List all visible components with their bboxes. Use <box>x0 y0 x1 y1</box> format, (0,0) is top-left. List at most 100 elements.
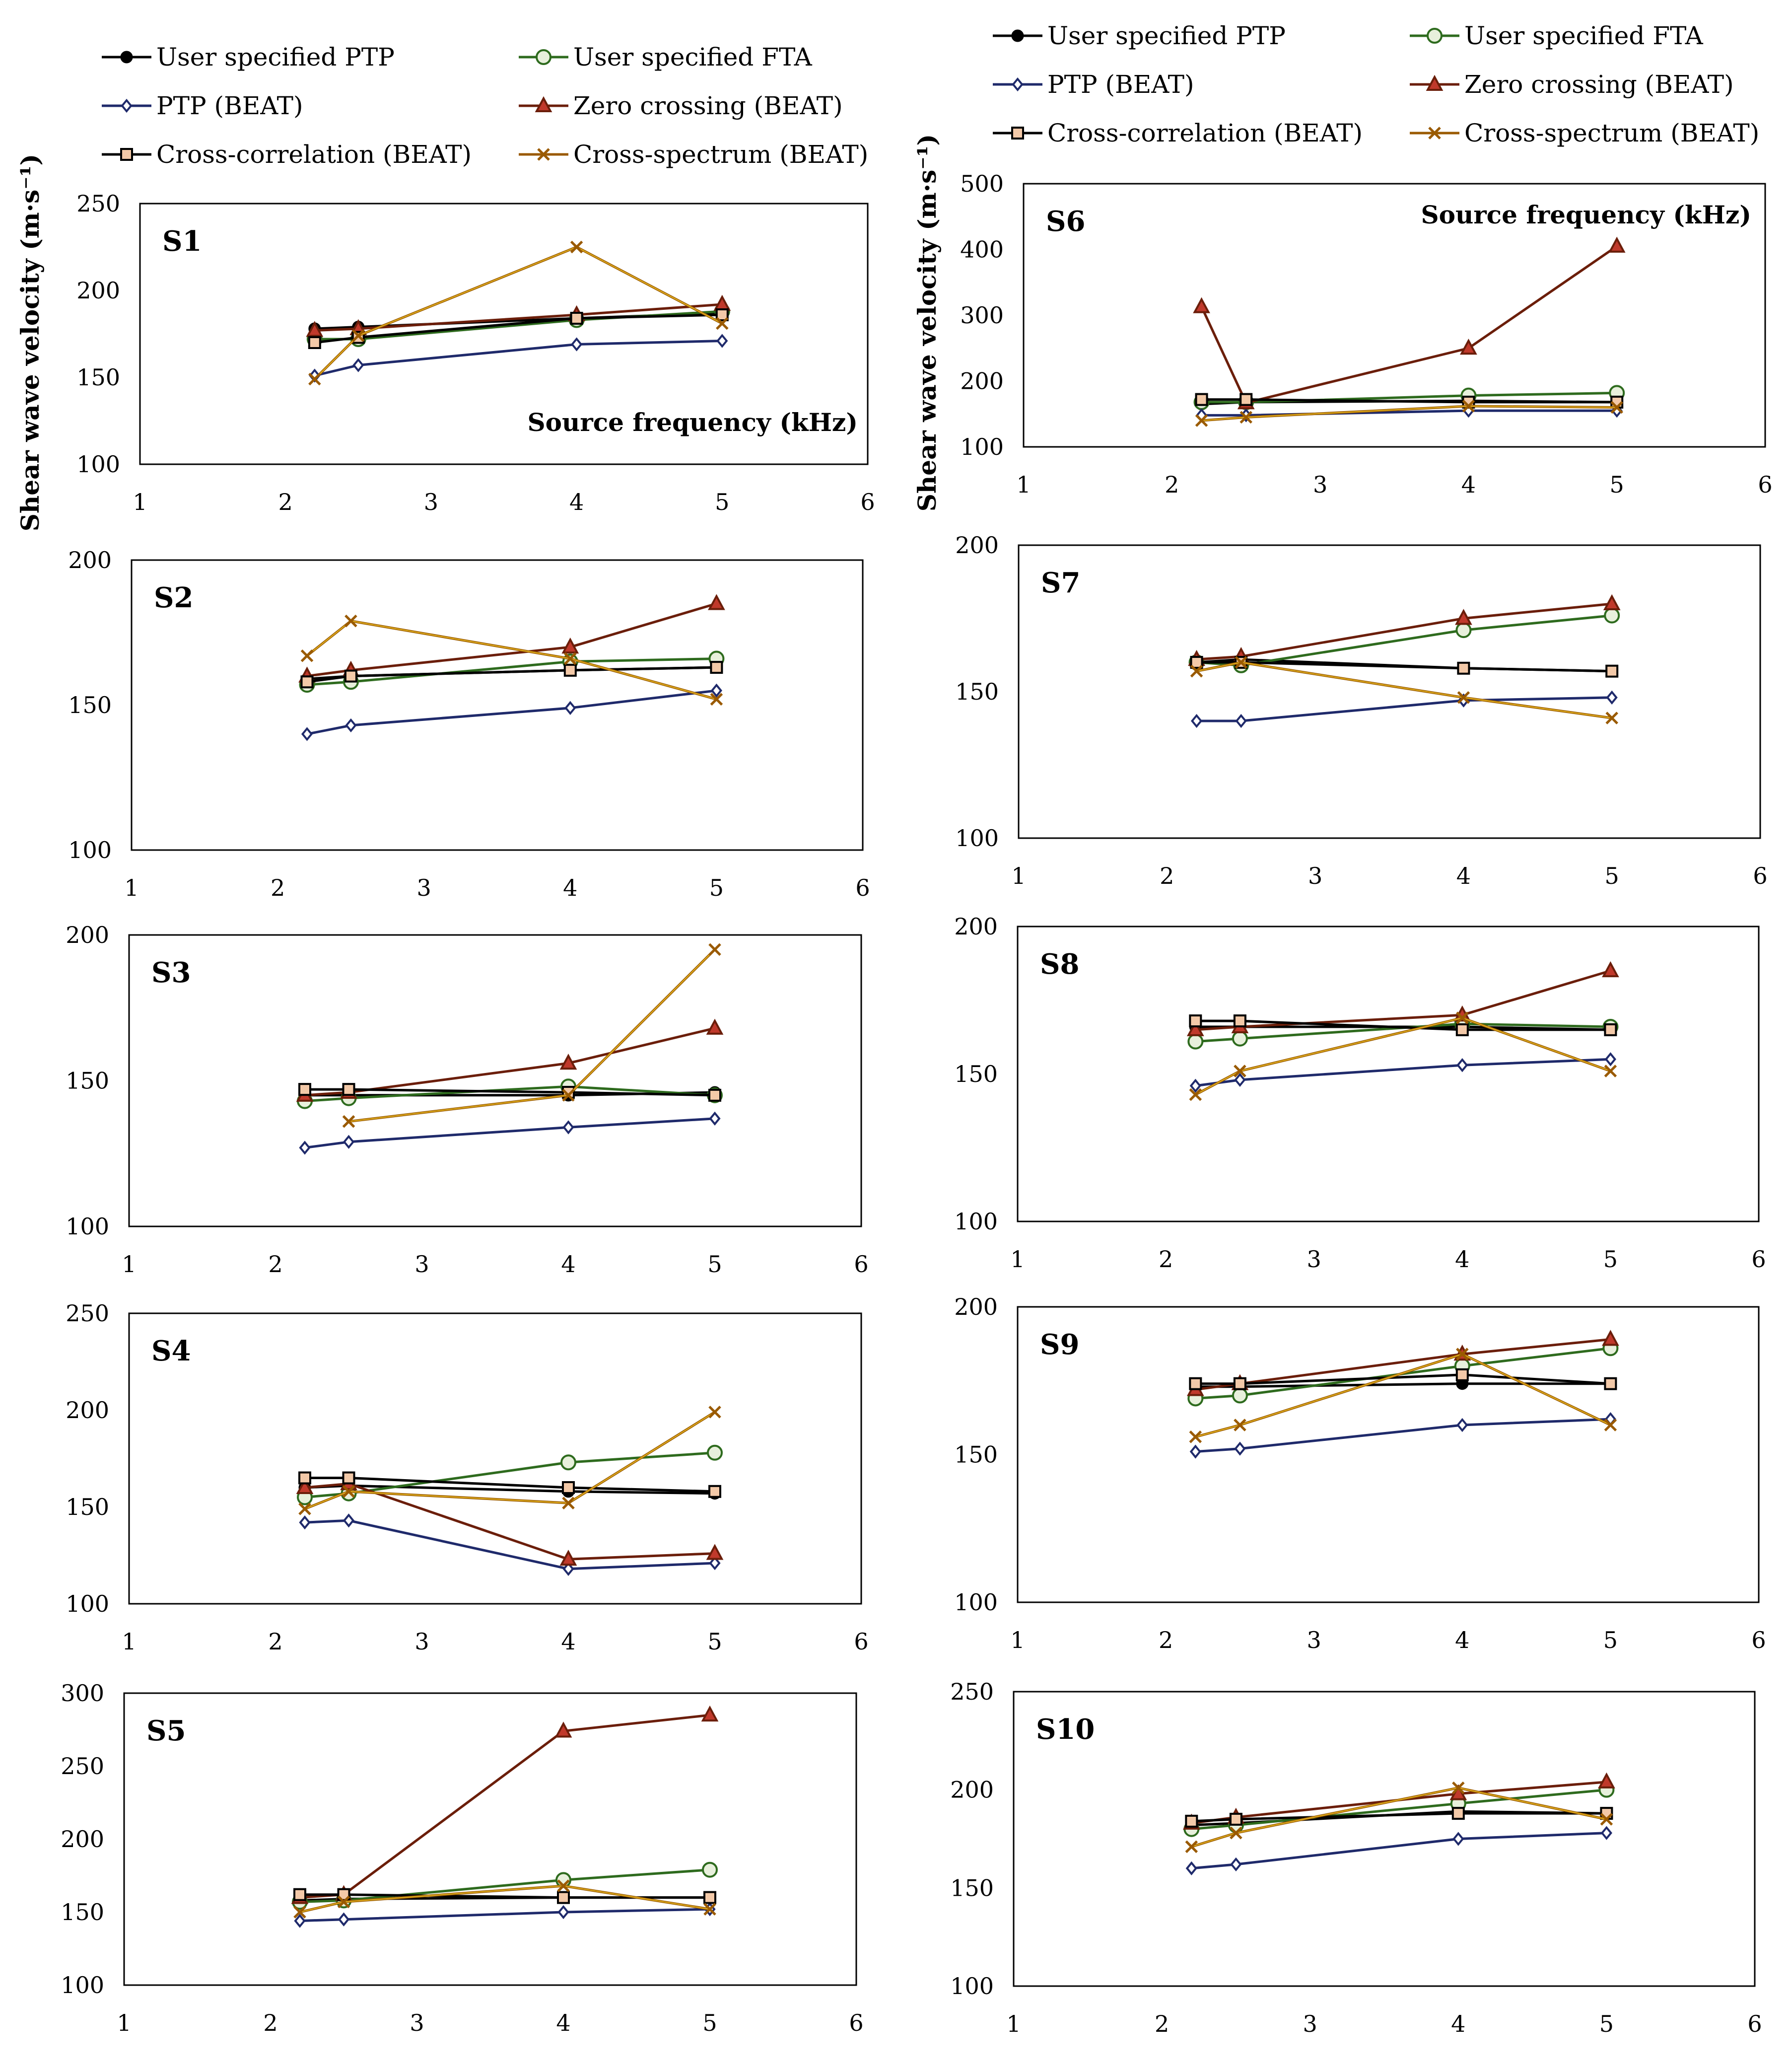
series-line-fta <box>299 1868 710 1903</box>
x-tick-label: 1 <box>124 874 138 901</box>
data-point <box>1457 691 1470 704</box>
data-point <box>708 1406 721 1419</box>
series-line-cc <box>1191 1812 1607 1823</box>
series-line-zc <box>1195 1338 1611 1391</box>
data-point <box>1456 1011 1469 1024</box>
series-line-fta <box>307 657 717 686</box>
series-line-ptpb <box>307 689 717 735</box>
series-line-cc <box>305 1088 715 1097</box>
legend-label: User specified FTA <box>573 43 813 71</box>
legend-marker-ptp <box>1011 29 1024 42</box>
y-tick-label: 250 <box>61 1753 104 1780</box>
x-tick-label: 4 <box>561 1251 575 1278</box>
data-point <box>1232 1387 1248 1404</box>
data-point <box>1610 401 1623 414</box>
series-ptpb <box>294 1902 716 1928</box>
series-cs <box>1195 400 1623 427</box>
data-point <box>708 594 725 610</box>
series-zc <box>1186 961 1619 1036</box>
series-cs <box>1189 1348 1617 1443</box>
legend-item-ptp: User specified PTP <box>993 21 1286 50</box>
y-tick-label: 100 <box>66 1590 109 1617</box>
legend-marker-zc <box>1426 74 1444 91</box>
data-point <box>709 1111 721 1126</box>
series-cs <box>300 614 723 706</box>
x-tick-label: 5 <box>1603 1627 1618 1653</box>
data-point <box>1189 1078 1201 1093</box>
data-point <box>702 1861 718 1878</box>
x-tick-label: 3 <box>1307 1246 1321 1273</box>
data-point <box>343 1513 355 1528</box>
panel-label: S3 <box>151 956 191 989</box>
data-point <box>345 718 357 733</box>
data-point <box>571 337 583 352</box>
series-line-cc <box>1195 1373 1611 1385</box>
series-cs <box>1190 656 1618 724</box>
data-point <box>557 1879 570 1892</box>
data-point <box>1605 712 1618 724</box>
x-tick-label: 3 <box>414 1628 429 1655</box>
series-ptpb <box>1189 1052 1616 1093</box>
data-point <box>301 727 313 741</box>
data-point <box>1233 1377 1246 1390</box>
data-point <box>1190 656 1203 669</box>
panel-s4: 100 150 200 250 1 2 3 4 5 6 S4 <box>66 1300 868 1655</box>
data-point <box>557 1891 570 1904</box>
series-cs <box>1189 1011 1617 1101</box>
legend-marker-ptpb <box>1012 77 1024 92</box>
legend: User specified PTP User specified FTA PTP … <box>993 21 1759 147</box>
data-point <box>1602 961 1619 978</box>
data-point <box>1462 400 1475 413</box>
series-zc <box>1188 594 1621 666</box>
panel-s10: 100 150 200 250 1 2 3 4 5 6 S10 <box>950 1678 1762 2037</box>
data-point <box>337 1888 350 1901</box>
x-tick-label: 1 <box>133 489 147 515</box>
series-line-fta <box>1191 1788 1607 1831</box>
y-tick-label: 100 <box>76 451 120 478</box>
panel-label: S9 <box>1040 1328 1079 1361</box>
x-tick-label: 5 <box>715 489 729 515</box>
data-point <box>296 1478 314 1494</box>
x-tick-label: 5 <box>1603 1246 1618 1273</box>
panel-s8: 100 150 200 1 2 3 4 5 6 S8 <box>954 913 1766 1273</box>
data-point <box>1195 414 1208 427</box>
data-point <box>561 637 579 654</box>
data-point <box>1452 1781 1465 1794</box>
data-point <box>701 1705 719 1722</box>
legend-marker-cc <box>120 148 133 161</box>
data-point <box>1195 393 1208 406</box>
legend-item-ptpb: PTP (BEAT) <box>102 91 303 120</box>
legend-marker-ptp <box>120 51 133 64</box>
data-point <box>1189 1444 1201 1459</box>
panel-label: S1 <box>162 225 202 258</box>
data-point <box>564 652 577 665</box>
legend-label: User specified PTP <box>156 43 395 71</box>
legend-marker-fta <box>1427 28 1443 44</box>
plot-frame <box>1017 1306 1760 1603</box>
legend-item-ptpb: PTP (BEAT) <box>993 70 1194 99</box>
x-tick-label: 6 <box>1758 471 1772 498</box>
series-line-highlight <box>1196 661 1612 719</box>
series-line-cc <box>314 313 722 344</box>
series-line-zc <box>314 303 722 332</box>
plot-frame <box>139 203 869 465</box>
data-point <box>1190 664 1203 678</box>
series-line-cs <box>1201 405 1617 422</box>
series-cc <box>1189 1368 1617 1390</box>
data-point <box>352 358 364 372</box>
series-fta <box>1183 1782 1615 1837</box>
x-tick-label: 6 <box>1753 862 1767 889</box>
series-line-zc <box>304 1027 715 1097</box>
data-point <box>1234 1072 1246 1087</box>
panel-label: S7 <box>1041 567 1080 599</box>
series-line-highlight <box>304 1412 715 1509</box>
series-ptpb <box>1185 1826 1612 1875</box>
series-line-zc <box>304 1482 715 1561</box>
data-point <box>560 1454 576 1471</box>
data-point <box>1604 1377 1617 1390</box>
data-point <box>338 1912 350 1927</box>
data-point <box>1189 1014 1202 1028</box>
data-point <box>1600 1813 1613 1826</box>
x-tick-label: 6 <box>1751 1246 1766 1273</box>
data-point <box>1456 1348 1469 1360</box>
